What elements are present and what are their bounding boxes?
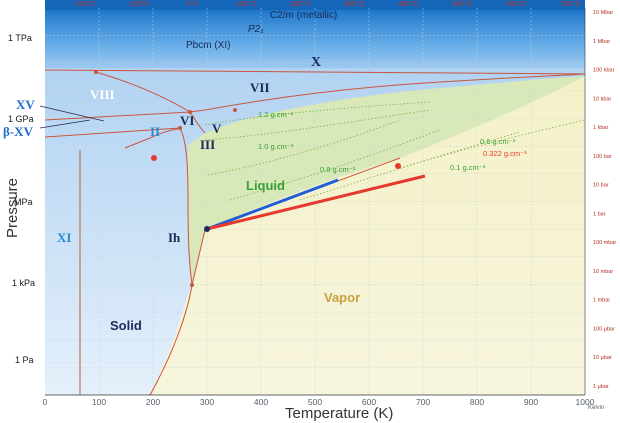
right-tick-label: 10 bar	[593, 183, 609, 189]
right-tick-label: 100 mbar	[593, 240, 616, 246]
point-iii	[178, 126, 182, 130]
top-tick-label: -200°C	[73, 0, 97, 8]
label-liquid: Liquid	[246, 178, 285, 193]
y-axis-label: Pressure	[4, 178, 21, 238]
right-tick-labels: 10 Mbar 1 Mbar 100 kbar 10 kbar 1 kbar 100 ba…	[593, 10, 616, 390]
red-line	[206, 174, 426, 231]
boundary-viii-xv	[44, 111, 191, 121]
label-ii: II	[150, 124, 160, 139]
boundary-ih-liquid	[149, 127, 193, 396]
right-tick-label: 1 Mbar	[593, 39, 610, 45]
x-tick-label: 500	[308, 397, 322, 407]
density-08: 0.8 g.cm⁻³	[320, 165, 356, 174]
label-x: X	[311, 55, 321, 70]
top-tick-label: 100°C	[236, 0, 258, 8]
label-c2m: C2/m (metallic)	[270, 10, 337, 21]
right-tick-label: 1 μbar	[593, 384, 609, 390]
right-tick-label: 1 mbar	[593, 298, 610, 304]
point-critical	[395, 163, 401, 169]
y-tick-1gpa: 1 GPa	[8, 114, 34, 124]
boundary-viii-vii	[95, 71, 586, 113]
right-tick-label: 100 μbar	[593, 326, 615, 332]
label-vapor: Vapor	[324, 290, 360, 305]
x-tick-label: 300	[200, 397, 214, 407]
x-tick-label: 600	[362, 397, 376, 407]
x-tick-label: 200	[146, 397, 160, 407]
corner-label: Kelvin	[588, 405, 604, 411]
right-tick-label: 100 bar	[593, 154, 612, 160]
label-solid: Solid	[110, 318, 142, 333]
point-ii	[151, 155, 157, 161]
boundary-ice-vi	[44, 127, 181, 138]
label-ih: Ih	[168, 230, 181, 245]
boundary-ii	[124, 128, 179, 149]
label-v: V	[212, 121, 222, 136]
point-triple-lower	[204, 226, 210, 232]
density-06: 0.6 g.cm⁻³	[480, 137, 516, 146]
top-strip	[45, 0, 585, 10]
top-tick-label: 400°C	[398, 0, 420, 8]
density-10: 1.0 g.cm⁻³	[258, 142, 294, 151]
liquid-region	[188, 76, 585, 285]
right-tick-label: 10 kbar	[593, 96, 612, 102]
top-tick-label: 0°C	[186, 0, 199, 8]
x-tick-label: 700	[416, 397, 430, 407]
label-vii: VII	[250, 80, 270, 95]
label-vi: VI	[180, 113, 194, 128]
density-12: 1.2 g.cm⁻³	[258, 110, 294, 119]
top-tick-label: -100°C	[127, 0, 151, 8]
right-tick-label: 10 μbar	[593, 355, 612, 361]
right-tick-label: 10 mbar	[593, 269, 613, 275]
right-tick-label: 1 kbar	[593, 125, 608, 131]
label-bxv: β-XV	[3, 124, 34, 139]
x-tick-label: 100	[92, 397, 106, 407]
phase-boundaries	[44, 69, 586, 396]
point-viii	[94, 70, 98, 74]
boundary-vapor-high	[191, 229, 206, 286]
bxv-pointer	[39, 119, 91, 129]
x-tick-label: 1000	[576, 397, 595, 407]
top-tick-labels: -200°C -100°C 0°C 100°C 200°C 300°C 400°C 500°C…	[73, 0, 582, 8]
xv-pointer	[39, 105, 105, 122]
x-axis-label: Temperature (K)	[285, 405, 393, 422]
boundary-solid-liquid-upper	[189, 111, 206, 134]
vapor-region	[150, 76, 585, 395]
x-tick-labels: 0 100 200 300 400 500 600 700 800 900 1000	[43, 397, 595, 407]
top-tick-label: 500°C	[452, 0, 474, 8]
label-xi: XI	[57, 230, 71, 245]
boundary-x-vii	[44, 69, 586, 75]
y-tick-1tpa: 1 TPa	[8, 33, 32, 43]
x-tick-label: 400	[254, 397, 268, 407]
point-ih	[190, 283, 194, 287]
density-0322: 0.322 g.cm⁻³	[483, 149, 527, 158]
right-tick-label: 1 bar	[593, 211, 606, 217]
density-isochores	[204, 101, 586, 201]
y-tick-1kpa: 1 kPa	[12, 278, 35, 288]
right-tick-label: 10 Mbar	[593, 10, 613, 16]
label-pbcm: Pbcm (XI)	[186, 40, 230, 51]
x-tick-label: 900	[524, 397, 538, 407]
top-tick-label: 200°C	[290, 0, 312, 8]
label-iii: III	[200, 137, 215, 152]
top-tick-label: 700°C	[560, 0, 582, 8]
x-tick-label: 800	[470, 397, 484, 407]
top-tick-label: 600°C	[506, 0, 528, 8]
y-tick-mpa: MPa	[14, 197, 33, 207]
right-tick-label: 100 kbar	[593, 68, 615, 74]
top-tick-label: 300°C	[344, 0, 366, 8]
label-xv: XV	[16, 97, 35, 112]
point-vi	[188, 110, 192, 114]
label-viii: VIII	[90, 87, 115, 102]
label-p21: P2₁	[248, 24, 263, 35]
point-vii	[233, 108, 237, 112]
y-tick-1pa: 1 Pa	[15, 355, 34, 365]
density-01: 0.1 g.cm⁻³	[450, 163, 486, 172]
x-tick-label: 0	[43, 397, 48, 407]
blue-line	[206, 178, 339, 231]
